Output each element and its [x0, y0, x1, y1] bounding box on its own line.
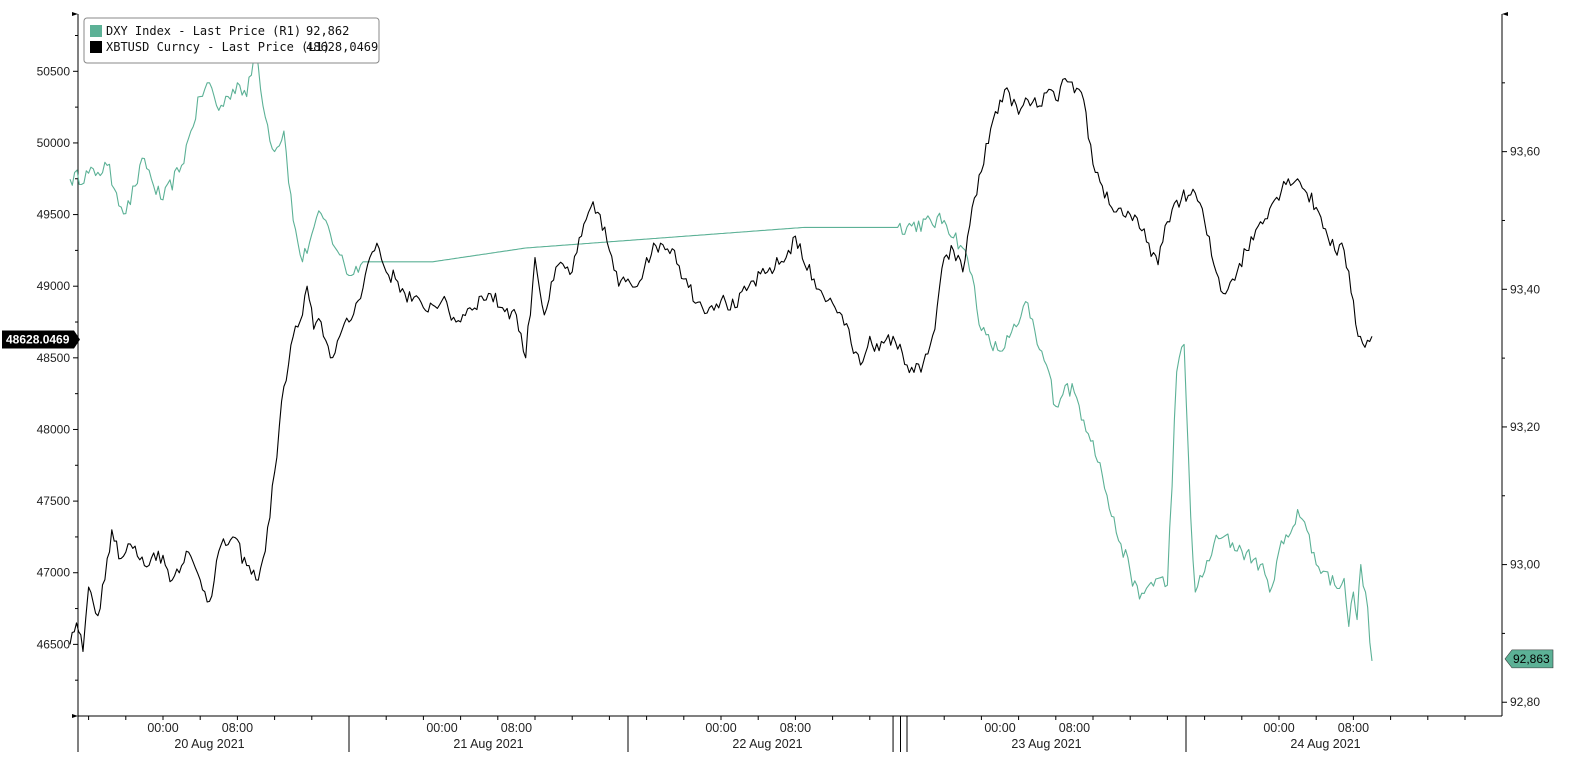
- time-label: 08:00: [222, 721, 253, 735]
- xbtusd-series-line: [69, 77, 1373, 653]
- legend-swatch: [90, 25, 102, 37]
- right-last-value-label: 92,863: [1513, 652, 1550, 666]
- time-label: 08:00: [501, 721, 532, 735]
- plot-frame: [72, 12, 1508, 718]
- left-last-value-flag: [2, 330, 80, 349]
- right-last-value-flag: [1504, 649, 1554, 669]
- left-tick-label: 47500: [37, 494, 71, 508]
- day-label: 23 Aug 2021: [1011, 737, 1081, 751]
- day-label: 21 Aug 2021: [453, 737, 523, 751]
- left-axis: 46500 47000 47500 48000 48500 49000 49500 50000…: [37, 34, 78, 681]
- legend-item-name: XBTUSD Curncy - Last Price (L1): [106, 40, 330, 54]
- day-label: 20 Aug 2021: [174, 737, 244, 751]
- legend-item-value: 92,862: [306, 24, 349, 38]
- left-tick-label: 50000: [37, 136, 71, 150]
- left-tick-label: 50500: [37, 64, 71, 78]
- left-tick-label: 46500: [37, 637, 71, 651]
- x-axis: 00:00 08:00 00:00 08:00 00:00 08:00 00:00 08:00…: [77, 716, 1466, 752]
- right-tick-label: 93,00: [1510, 558, 1540, 572]
- legend[interactable]: DXY Index - Last Price (R1) 92,862 XBTUSD …: [83, 17, 380, 64]
- time-label: 00:00: [1263, 721, 1294, 735]
- left-axis-arrow: [72, 12, 78, 16]
- series-layer: [69, 47, 1373, 661]
- legend-item-name: DXY Index - Last Price (R1): [106, 24, 301, 38]
- legend-box: [83, 17, 380, 64]
- left-tick-label: 48000: [37, 422, 71, 436]
- right-axis: 92,80 93,00 93,20 93,40 93,60: [1502, 82, 1540, 709]
- right-tick-label: 93,60: [1510, 145, 1540, 159]
- day-label: 24 Aug 2021: [1290, 737, 1360, 751]
- time-label: 00:00: [147, 721, 178, 735]
- dxy-series-line: [69, 47, 1373, 661]
- time-label: 00:00: [705, 721, 736, 735]
- time-label: 00:00: [426, 721, 457, 735]
- legend-swatch: [90, 41, 102, 53]
- legend-item-value: 48628,0469: [306, 40, 378, 54]
- left-last-value-label: 48628.0469: [6, 332, 70, 346]
- time-label: 08:00: [1338, 721, 1369, 735]
- time-label: 08:00: [1059, 721, 1090, 735]
- right-tick-label: 93,20: [1510, 420, 1540, 434]
- left-axis-bottom-arrow: [72, 714, 78, 718]
- right-tick-label: 93,40: [1510, 282, 1540, 296]
- day-label: 22 Aug 2021: [732, 737, 802, 751]
- right-axis-arrow: [1502, 12, 1508, 16]
- time-label: 08:00: [780, 721, 811, 735]
- last-value-flags: 48628.0469 92,863: [2, 330, 1554, 669]
- time-label: 00:00: [984, 721, 1015, 735]
- left-tick-label: 49000: [37, 279, 71, 293]
- left-tick-label: 49500: [37, 208, 71, 222]
- right-tick-label: 92,80: [1510, 695, 1540, 709]
- left-tick-label: 48500: [37, 351, 71, 365]
- left-tick-label: 47000: [37, 566, 71, 580]
